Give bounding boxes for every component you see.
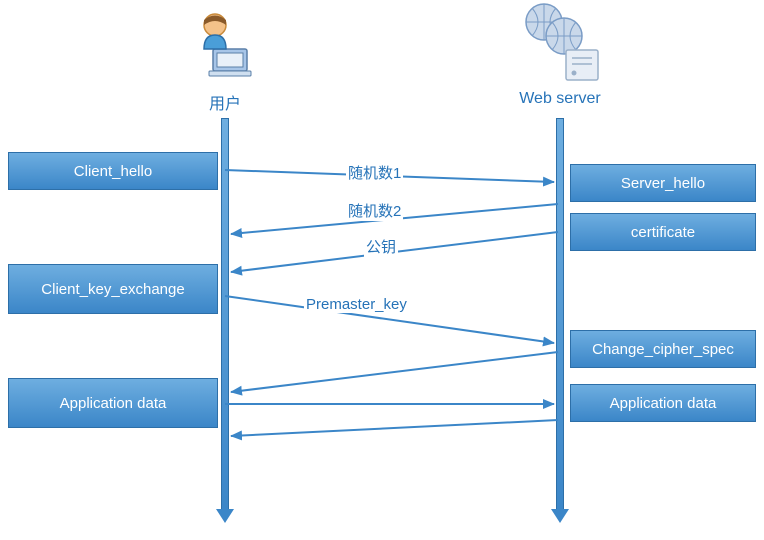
box-app-data-server: Application data: [570, 384, 756, 422]
box-certificate: certificate: [570, 213, 756, 251]
arrow-label-premaster: Premaster_key: [304, 296, 409, 313]
box-app-data-client: Application data: [8, 378, 218, 428]
server-lifeline: [556, 118, 564, 510]
ssl-handshake-sequence-diagram: 用户 Web server 随机数1 随机数2 公钥 Premaster_key…: [0, 0, 764, 540]
user-icon: [185, 5, 265, 90]
box-client-hello: Client_hello: [8, 152, 218, 190]
client-lifeline: [221, 118, 229, 510]
arrow-label-rand1: 随机数1: [346, 162, 403, 183]
box-change-cipher-spec: Change_cipher_spec: [570, 330, 756, 368]
server-icon: [510, 0, 606, 93]
box-server-hello: Server_hello: [570, 164, 756, 202]
arrow-label-rand2: 随机数2: [346, 200, 403, 221]
arrow-label-pubkey: 公钥: [364, 236, 398, 257]
client-actor-label: 用户: [155, 90, 295, 114]
box-client-key-exchange: Client_key_exchange: [8, 264, 218, 314]
server-actor-label: Web server: [490, 90, 630, 108]
